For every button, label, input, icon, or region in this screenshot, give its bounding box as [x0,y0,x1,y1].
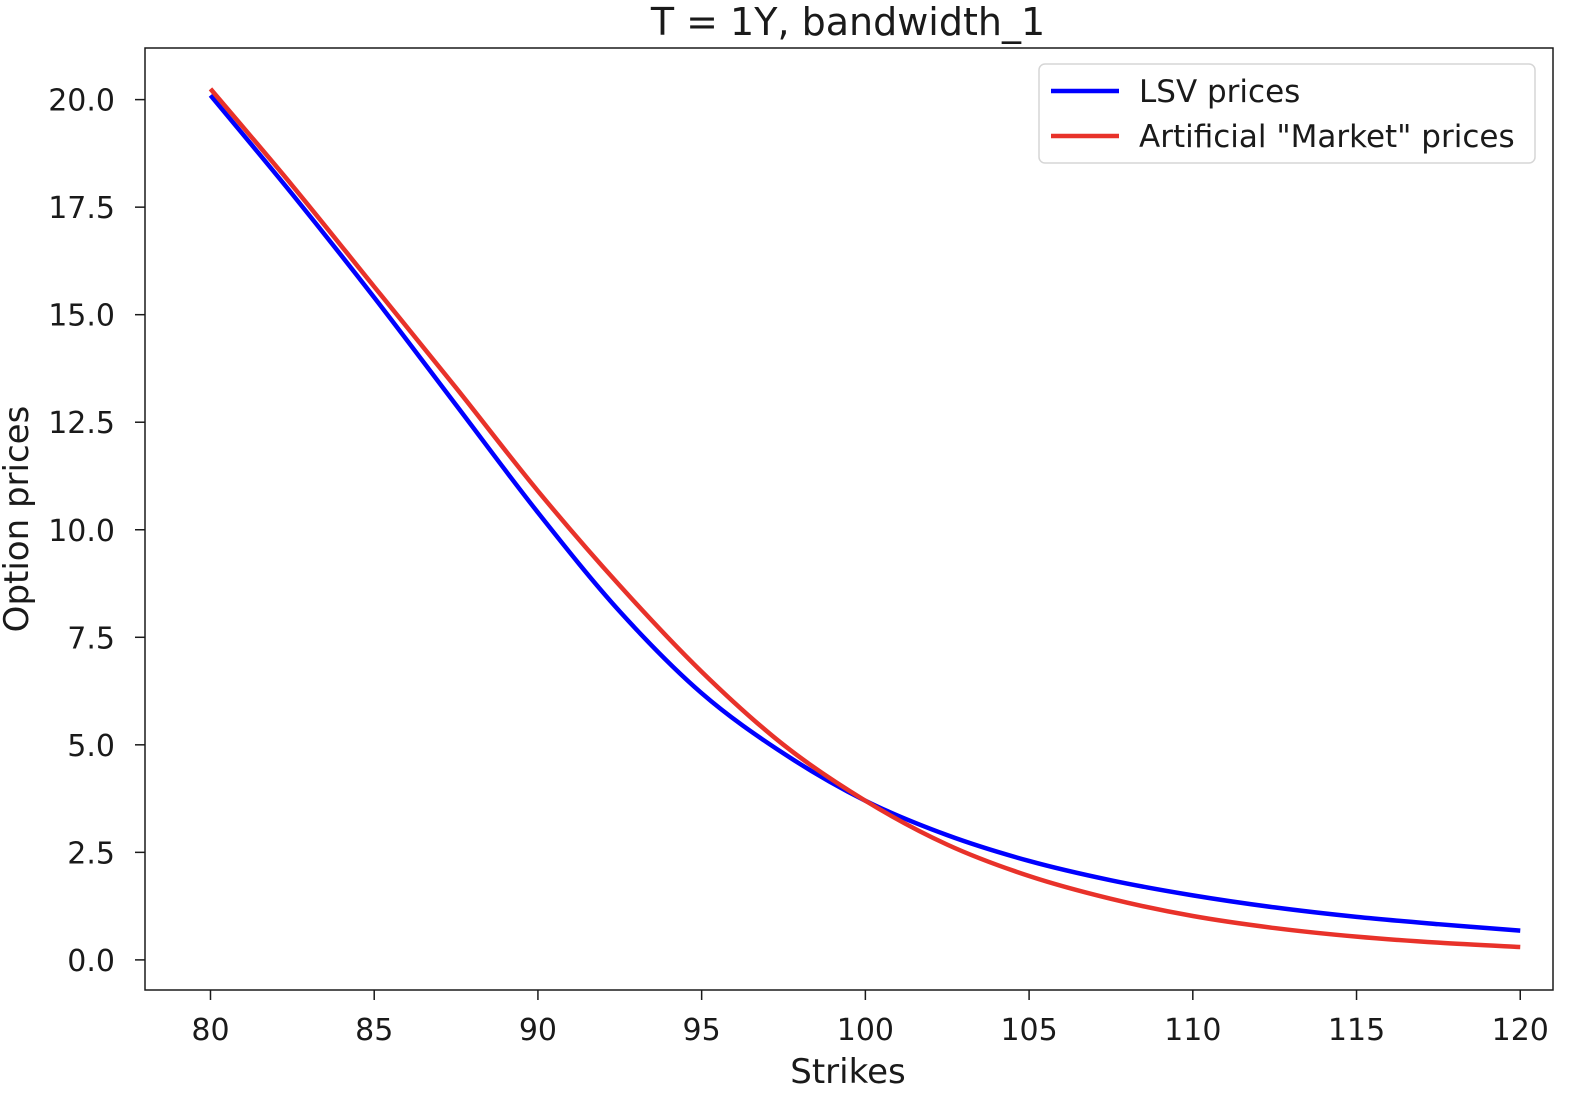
y-tick-label: 7.5 [67,621,115,656]
y-tick-label: 10.0 [48,514,115,549]
x-tick-label: 115 [1328,1013,1385,1048]
x-tick-label: 80 [191,1013,229,1048]
y-tick-label: 2.5 [67,836,115,871]
x-tick-label: 95 [683,1013,721,1048]
series-line-2 [208,87,1521,950]
x-axis: 80 85 90 95 100 105 110 115 120 [191,990,1549,1048]
y-tick-label: 5.0 [67,729,115,764]
series-layer [208,87,1521,950]
y-tick-label: 12.5 [48,406,115,441]
x-tick-label: 105 [1000,1013,1057,1048]
y-tick-label: 20.0 [48,84,115,119]
legend-label: LSV prices [1139,74,1300,110]
y-axis-label: Option prices [0,406,37,633]
legend: LSV prices Artificial "Market" prices [1038,63,1536,164]
y-tick-label: 17.5 [48,191,115,226]
y-axis: 0.0 2.5 5.0 7.5 10.0 12.5 15.0 17.5 20.0 [48,84,145,979]
x-tick-label: 110 [1164,1013,1221,1048]
x-tick-label: 120 [1492,1013,1549,1048]
series-line-1 [208,93,1521,933]
chart-title: T = 1Y, bandwidth_1 [650,0,1045,44]
x-tick-label: 90 [519,1013,557,1048]
plot-area [144,47,1554,991]
legend-box [1038,63,1536,164]
x-tick-label: 85 [355,1013,393,1048]
x-axis-label: Strikes [790,1052,905,1092]
legend-label: Artificial "Market" prices [1139,119,1515,155]
x-tick-label: 100 [837,1013,894,1048]
y-tick-label: 15.0 [48,299,115,334]
y-tick-label: 0.0 [67,944,115,979]
